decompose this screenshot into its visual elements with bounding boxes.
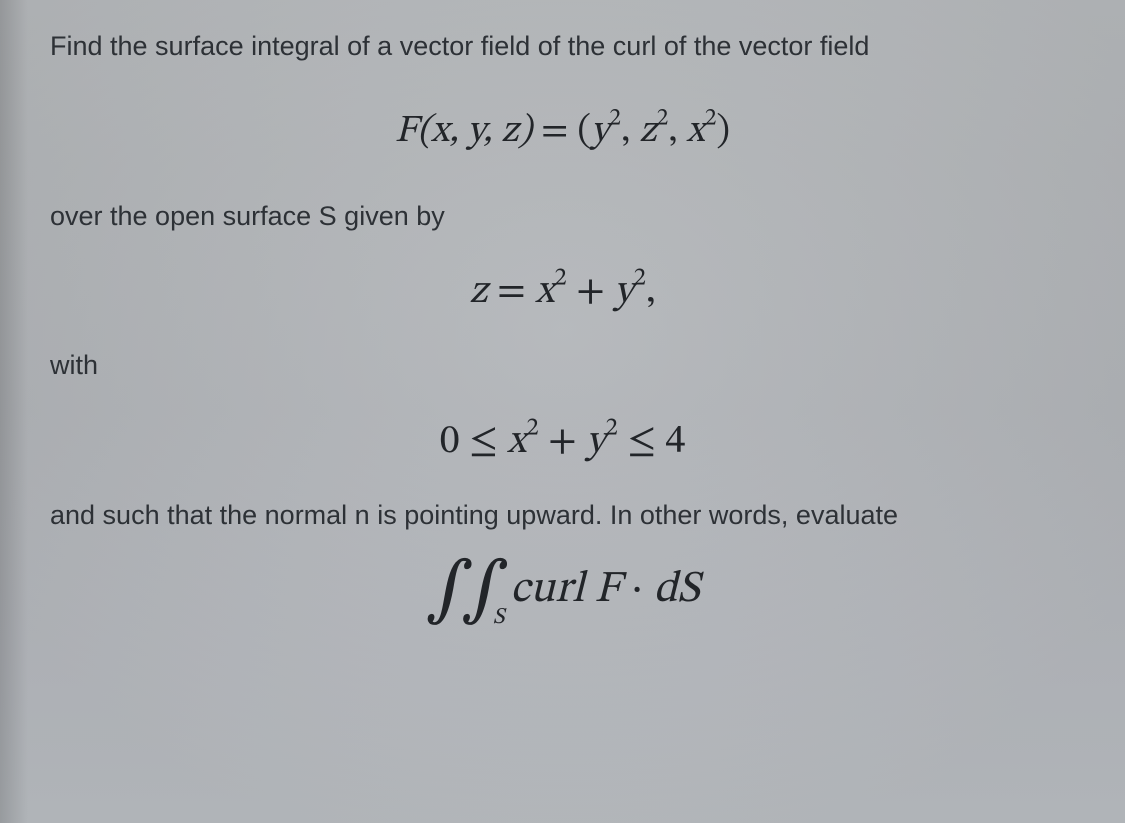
pow-2-d: 2: [554, 266, 566, 291]
over-open-surface-line: over the open surface S given by: [50, 198, 1075, 234]
pow-2-b: 2: [657, 107, 669, 131]
sym-x2: x: [535, 272, 554, 312]
pow-2-g: 2: [606, 416, 618, 441]
dot-operator: ·: [621, 568, 654, 612]
sym-x3: x: [507, 422, 526, 462]
plus-2: +: [539, 422, 587, 462]
plus-1: +: [567, 272, 615, 312]
sym-y3: y: [586, 422, 605, 462]
pow-2-a: 2: [609, 107, 621, 131]
integrand: curl F · dS: [510, 563, 699, 618]
space: [584, 568, 594, 612]
comma-1: ,: [621, 113, 639, 151]
sym-x: x: [687, 113, 705, 151]
equals: =: [532, 113, 577, 151]
le-2: ≤: [618, 422, 666, 462]
open-paren: (: [577, 113, 591, 151]
problem-page: Find the surface integral of a vector fi…: [0, 0, 1125, 823]
int-glyphs: ∫∫: [425, 555, 496, 626]
pow-2-e: 2: [634, 266, 646, 291]
integral-subscript-S: S: [493, 607, 504, 630]
equals-2: =: [488, 272, 536, 312]
pow-2-c: 2: [705, 107, 717, 131]
zero: 0: [440, 422, 460, 462]
comma-2: ,: [668, 113, 686, 151]
normal-upward-line: and such that the normal n is pointing u…: [50, 497, 1075, 533]
sym-y: y: [591, 113, 609, 151]
curl-word: curl: [510, 568, 584, 612]
equation-F-definition: F(x, y, z) = (y2, z2, x2): [50, 108, 1075, 156]
sym-F2: F: [595, 568, 621, 612]
equation-surface-integral: ∫∫ S curl F · dS: [50, 556, 1075, 626]
sym-y2: y: [614, 272, 633, 312]
sym-z2: z: [469, 272, 487, 312]
dS: dS: [654, 568, 700, 612]
equation-surface-z: z = x2 + y2,: [50, 267, 1075, 317]
integral-expression: ∫∫ S curl F · dS: [425, 556, 699, 626]
double-integral-symbol: ∫∫ S: [425, 556, 496, 626]
pow-2-f: 2: [526, 416, 538, 441]
le-1: ≤: [460, 422, 508, 462]
trailing-comma: ,: [646, 272, 656, 312]
equation-domain-bounds: 0 ≤ x2 + y2 ≤ 4: [50, 417, 1075, 467]
four: 4: [665, 422, 685, 462]
with-line: with: [50, 347, 1075, 383]
args-xyz: (x, y, z): [417, 113, 532, 151]
close-paren: ): [716, 113, 730, 151]
sym-F: F: [395, 113, 417, 151]
intro-line: Find the surface integral of a vector fi…: [50, 28, 1075, 64]
left-edge-shadow: [0, 0, 28, 823]
sym-z: z: [639, 113, 656, 151]
